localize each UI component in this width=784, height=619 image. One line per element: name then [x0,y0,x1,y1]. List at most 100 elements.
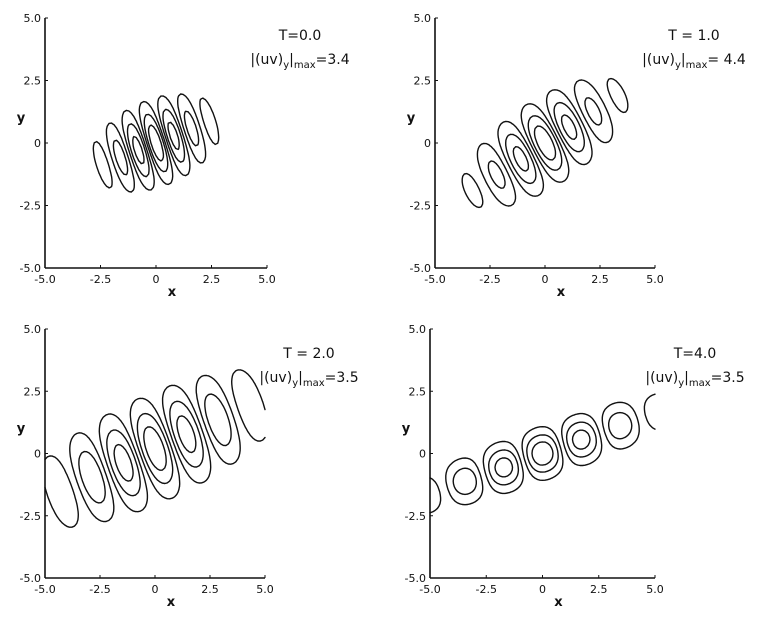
positive-contour [78,393,232,504]
positive-contour [476,79,614,207]
y-tick-label: -2.5 [20,200,41,213]
positive-contour [105,93,207,193]
y-tick-label: 5.0 [409,323,427,336]
positive-contour [143,426,167,471]
x-axis-label: x [167,595,176,610]
max-label-part: max [294,60,316,71]
contour-lines [92,93,220,193]
positive-contour [112,110,200,176]
positive-contour [445,401,640,506]
x-tick-label: 5.0 [646,583,664,596]
max-label-part: =3.5 [711,370,745,386]
y-tick-label: -5.0 [20,262,41,275]
y-tick-label: 2.5 [409,385,427,398]
y-tick-label: -5.0 [405,572,426,585]
max-label-part: y [675,60,681,71]
max-label-part: y [678,378,684,389]
x-tick-label: -5.0 [424,273,445,286]
x-tick-label: -5.0 [34,583,55,596]
negative-contour [461,77,629,209]
y-axis-label: y [17,111,26,126]
positive-contour [147,124,165,162]
negative-contour [429,393,656,514]
x-tick-label: 5.0 [256,583,274,596]
max-label-part: =3.5 [325,370,359,386]
negative-contour [132,121,180,165]
positive-contour [69,374,241,523]
negative-contour [505,101,585,185]
contour-lines [429,393,656,514]
x-tick-label: 2.5 [201,583,219,596]
max-label-part: max [303,378,325,389]
x-tick-label: -5.0 [419,583,440,596]
y-tick-label: 0 [419,448,426,461]
max-label-part: |(uv) [259,370,292,386]
max-label-part: |(uv) [250,52,283,68]
y-tick-label: 0 [34,448,41,461]
x-axis-label: x [557,285,566,300]
y-tick-label: 2.5 [24,75,42,88]
y-tick-label: 2.5 [414,75,432,88]
negative-contour [126,108,186,178]
max-label-part: max [689,378,711,389]
positive-contour [487,97,603,189]
y-tick-label: 0 [424,137,431,150]
max-label-part: max [686,60,708,71]
y-axis-label: y [402,422,411,437]
max-label-part: y [292,378,298,389]
max-value-label: |(uv)y|max=3.5 [645,370,744,389]
negative-contour [44,369,266,528]
panel-1: -5.0 -2.5 0 2.5 5.0 5.0 2.5 0 -2.5 -5.0 x y T=0.0 |(u… [17,12,350,300]
max-value-label: |(uv)y|max=3.5 [259,370,358,389]
x-tick-label: -2.5 [90,273,111,286]
panel-3: -5.0 -2.5 0 2.5 5.0 5.0 2.5 0 -2.5 -5.0 x y T = 2.0 |… [17,323,359,610]
max-label-part: |(uv) [642,52,675,68]
max-label-part: |(uv) [645,370,678,386]
x-tick-label: 5.0 [258,273,276,286]
x-tick-label: 0 [153,273,160,286]
max-label-part: y [283,60,289,71]
x-axis-label: x [554,595,563,610]
y-tick-label: 5.0 [24,12,42,25]
y-tick-label: -5.0 [20,572,41,585]
y-tick-label: 0 [34,137,41,150]
x-tick-label: 2.5 [590,583,608,596]
x-tick-label: 0 [152,583,159,596]
y-tick-label: -2.5 [410,200,431,213]
contour-lines [44,369,266,528]
negative-contour [512,114,578,172]
x-tick-label: -5.0 [34,273,55,286]
x-axis-label: x [168,285,177,300]
time-label: T=0.0 [278,28,322,44]
x-tick-label: 0 [542,273,549,286]
positive-contour [452,411,633,496]
max-label-part: | [681,52,686,68]
x-tick-label: -2.5 [479,273,500,286]
max-value-label: |(uv)y|max=3.4 [250,52,349,71]
max-label-part: | [289,52,294,68]
negative-contour [488,421,597,486]
max-label-part: | [684,370,689,386]
y-tick-label: -2.5 [405,510,426,523]
y-axis-label: y [407,111,416,126]
x-tick-label: 0 [539,583,546,596]
time-label: T = 1.0 [667,28,719,44]
x-tick-label: 2.5 [591,273,609,286]
time-label: T = 2.0 [282,346,334,362]
y-tick-label: 2.5 [24,385,42,398]
panel-4: -5.0 -2.5 0 2.5 5.0 5.0 2.5 0 -2.5 -5.0 x y T=4.0 |(u… [402,323,745,610]
max-label-part: =3.4 [316,52,350,68]
x-tick-label: -2.5 [89,583,110,596]
y-tick-label: 5.0 [414,12,432,25]
positive-contour [531,441,554,466]
y-tick-label: -2.5 [20,510,41,523]
panel-2: -5.0 -2.5 0 2.5 5.0 5.0 2.5 0 -2.5 -5.0 x y T = 1.0 |… [407,12,746,300]
max-label-part: = 4.4 [707,52,746,68]
x-tick-label: 5.0 [646,273,664,286]
max-value-label: |(uv)y|max= 4.4 [642,52,746,71]
y-axis-label: y [17,422,26,437]
negative-contour [92,95,220,191]
negative-contour [494,429,591,478]
y-tick-label: -5.0 [410,262,431,275]
contour-lines [461,77,629,209]
